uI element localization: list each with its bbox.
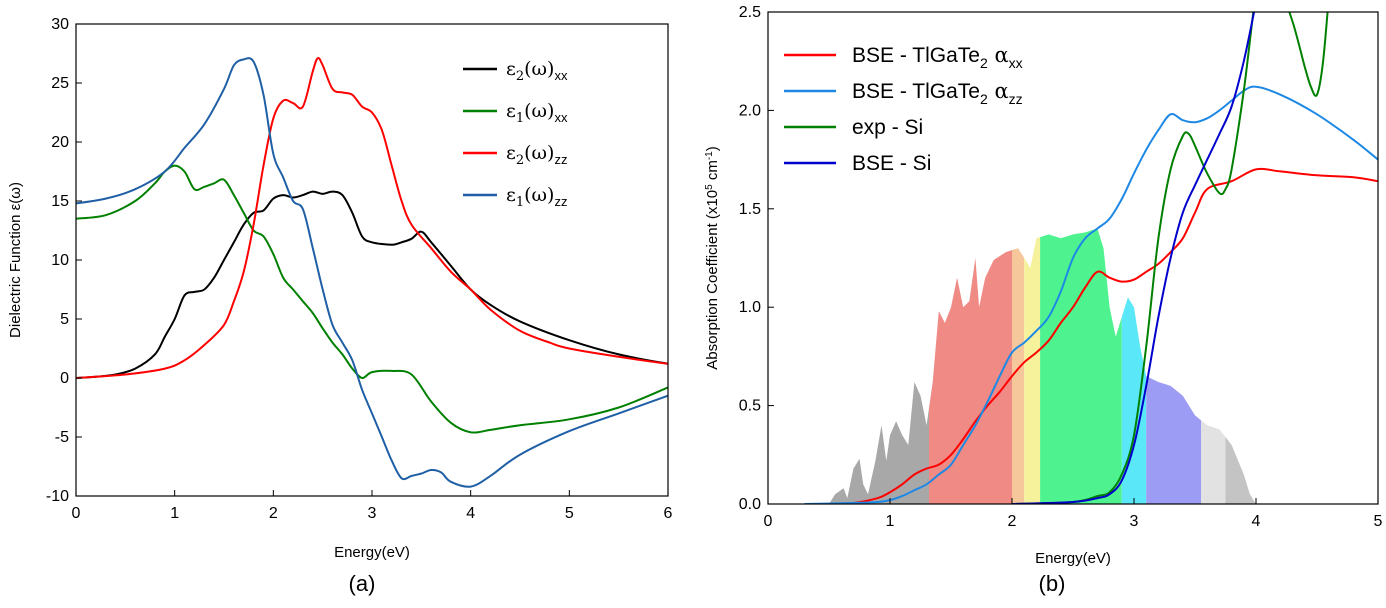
panel-a-legend-label-3: ε1(ω)zz [506, 184, 567, 210]
panel-b-legend: BSE - TlGaTe2 αxx BSE - TlGaTe2 αzz exp - … [784, 43, 1023, 175]
panel-b-ytick-label: 2.5 [739, 4, 761, 21]
panel-b-ylabel-part1: Absorption Coefficient (x10 [704, 190, 721, 370]
panel-a-ytick-label: 5 [60, 311, 69, 328]
panel-b-spectrum-band-6 [1146, 376, 1202, 504]
panel-b-series-line-3 [1011, 12, 1256, 504]
panel-a-frame [75, 23, 669, 497]
panel-a: 0 1 2 3 4 5 6 -10 -5 0 5 10 15 20 25 30 Energy(eV) Diel… [7, 16, 673, 596]
panel-a-ytick-label: 10 [51, 252, 69, 269]
panel-b-legend-label-2: exp - Si [852, 116, 923, 139]
panel-a-series-line-1 [76, 164, 668, 434]
panel-b-solar-spectrum [829, 228, 1256, 504]
panel-a-xlabel: Energy(eV) [334, 544, 410, 561]
panel-b-xtick-label: 0 [764, 513, 773, 530]
panel-a-ytick-label: 0 [60, 370, 69, 387]
panel-b-xtick-label: 3 [1130, 513, 1139, 530]
panel-a-xtick-label: 1 [170, 505, 179, 522]
panel-a-xtick-label: 2 [269, 505, 278, 522]
panel-b-caption: (b) [1039, 571, 1066, 596]
panel-b-ytick-label: 0.5 [739, 398, 761, 415]
panel-b-series-line-1 [804, 85, 1378, 504]
panel-a-series-line-0 [76, 190, 668, 379]
panel-b-ylabel-part3: ) [704, 146, 721, 151]
panel-b: 0 1 2 3 4 5 0.0 0.5 1.0 1.5 2.0 2.5 Energy(eV) Abso… [704, 4, 1383, 596]
panel-b-xtick-label: 4 [1252, 513, 1261, 530]
panel-b-spectrum-band-8 [1225, 437, 1256, 504]
panel-a-legend-label-2: ε2(ω)zz [506, 142, 567, 168]
panel-a-ylabel: Dielectric Function ε(ω) [7, 182, 24, 338]
panel-a-series-line-3 [76, 57, 668, 488]
panel-a-series [76, 57, 668, 488]
panel-a-ytick-label: 15 [51, 193, 69, 210]
panel-a-xtick-label: 3 [368, 505, 377, 522]
panel-a-xtick-label: 5 [565, 505, 574, 522]
panel-b-ytick-label: 1.5 [739, 201, 761, 218]
panel-b-frame [767, 11, 1379, 505]
panel-b-legend-label-1: BSE - TlGaTe2 αzz [852, 79, 1023, 107]
panel-b-series [804, 12, 1378, 504]
panel-b-xtick-label: 2 [1008, 513, 1017, 530]
panel-b-xlabel: Energy(eV) [1035, 550, 1111, 567]
panel-a-xtick-label: 0 [72, 505, 81, 522]
panel-b-legend-label-3: BSE - Si [852, 152, 931, 175]
panel-a-legend: ε2(ω)xx ε1(ω)xx ε2(ω)zz ε1(ω)zz [463, 58, 568, 210]
panel-a-ytick-label: 25 [51, 75, 69, 92]
panel-b-series-line-0 [828, 167, 1378, 504]
panel-a-ticks: 0 1 2 3 4 5 6 -10 -5 0 5 10 15 20 25 30 [46, 16, 673, 522]
panel-b-ytick-label: 1.0 [739, 299, 761, 316]
panel-b-legend-label-0: BSE - TlGaTe2 αxx [852, 43, 1023, 71]
panel-b-ylabel-sup: 5 [704, 184, 715, 190]
panel-b-ylabel: Absorption Coefficient (x105 cm-1) [704, 146, 721, 369]
panel-a-ytick-label: -5 [55, 429, 69, 446]
panel-b-ytick-label: 0.0 [739, 496, 761, 513]
panel-b-ytick-label: 2.0 [739, 102, 761, 119]
panel-a-ytick-label: 20 [51, 134, 69, 151]
panel-b-spectrum-band-1 [929, 250, 1012, 504]
panel-b-ylabel-sup2: -1 [704, 151, 715, 160]
panel-a-ytick-label: 30 [51, 16, 69, 33]
panel-b-spectrum-band-2 [1012, 248, 1025, 504]
panel-a-xtick-label: 6 [664, 505, 673, 522]
panel-b-spectrum-band-3 [1024, 237, 1041, 504]
panel-b-ticks: 0 1 2 3 4 5 0.0 0.5 1.0 1.5 2.0 2.5 [739, 4, 1383, 530]
panel-b-xtick-label: 1 [886, 513, 895, 530]
panel-a-legend-label-1: ε1(ω)xx [506, 100, 568, 126]
panel-b-spectrum-band-7 [1201, 420, 1226, 504]
panel-b-ylabel-part2: cm [704, 160, 721, 184]
panel-b-spectrum-band-0 [829, 382, 929, 504]
panel-b-series-line-2 [1011, 12, 1329, 504]
panel-a-series-line-2 [76, 57, 668, 379]
panel-b-xtick-label: 5 [1374, 513, 1383, 530]
panel-b-spectrum-band-4 [1040, 228, 1122, 504]
panel-a-ytick-label: -10 [46, 488, 69, 505]
panel-b-spectrum-band-5 [1121, 297, 1147, 504]
panel-a-caption: (a) [349, 571, 376, 596]
panel-a-legend-label-0: ε2(ω)xx [506, 58, 568, 84]
panel-a-xtick-label: 4 [466, 505, 475, 522]
